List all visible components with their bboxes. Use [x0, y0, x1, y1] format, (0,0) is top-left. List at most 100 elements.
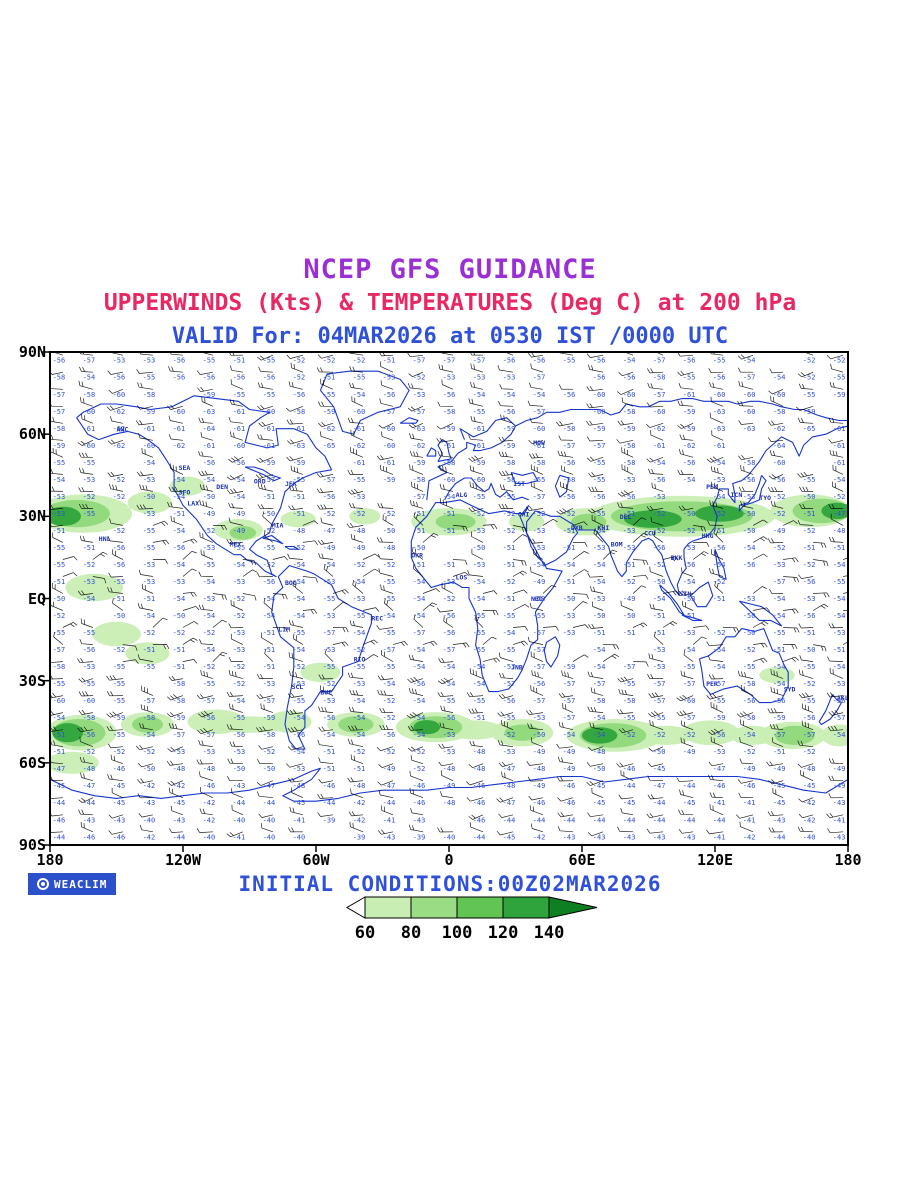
- legend-value-label: 140: [534, 923, 565, 943]
- svg-text:-45: -45: [113, 799, 126, 807]
- svg-text:-54: -54: [533, 391, 546, 399]
- svg-text:-54: -54: [593, 561, 606, 569]
- svg-text:-50: -50: [173, 612, 186, 620]
- svg-text:-43: -43: [683, 833, 696, 841]
- svg-text:-57: -57: [173, 731, 186, 739]
- svg-text:-48: -48: [353, 527, 366, 535]
- lon-label-0: 0: [444, 851, 454, 869]
- svg-text:-51: -51: [143, 595, 156, 603]
- svg-text:-51: -51: [713, 595, 726, 603]
- svg-text:-48: -48: [443, 765, 456, 773]
- svg-text:-55: -55: [533, 476, 546, 484]
- svg-text:-58: -58: [443, 459, 456, 467]
- svg-text:-46: -46: [473, 799, 486, 807]
- svg-text:-56: -56: [773, 476, 786, 484]
- svg-text:-52: -52: [383, 510, 396, 518]
- svg-text:-58: -58: [503, 459, 516, 467]
- svg-text:-54: -54: [773, 663, 786, 671]
- svg-text:-58: -58: [173, 680, 186, 688]
- svg-text:-48: -48: [383, 544, 396, 552]
- svg-text:-54: -54: [713, 646, 726, 654]
- svg-text:-53: -53: [323, 612, 336, 620]
- svg-text:-58: -58: [593, 697, 606, 705]
- svg-text:-56: -56: [443, 714, 456, 722]
- svg-text:-49: -49: [383, 765, 396, 773]
- svg-text:-62: -62: [353, 442, 366, 450]
- svg-text:-56: -56: [713, 544, 726, 552]
- svg-text:-46: -46: [413, 782, 426, 790]
- svg-text:-52: -52: [503, 731, 516, 739]
- svg-text:-61: -61: [443, 442, 456, 450]
- svg-text:-52: -52: [83, 493, 96, 501]
- svg-text:-60: -60: [593, 408, 606, 416]
- svg-text:-40: -40: [233, 816, 246, 824]
- svg-text:-56: -56: [683, 357, 696, 365]
- svg-text:-53: -53: [443, 374, 456, 382]
- svg-text:-52: -52: [383, 697, 396, 705]
- svg-text:-45: -45: [683, 799, 696, 807]
- station-label: TYO: [759, 494, 771, 502]
- svg-text:-57: -57: [593, 680, 606, 688]
- svg-text:-48: -48: [173, 765, 186, 773]
- svg-text:-57: -57: [203, 697, 216, 705]
- svg-text:-55: -55: [833, 578, 846, 586]
- svg-text:-47: -47: [323, 527, 336, 535]
- svg-text:-44: -44: [713, 816, 726, 824]
- svg-text:-55: -55: [383, 578, 396, 586]
- svg-text:-57: -57: [623, 663, 636, 671]
- initial-conditions-line: INITIAL CONDITIONS:00Z02MAR2026: [238, 872, 662, 896]
- svg-text:-56: -56: [83, 646, 96, 654]
- svg-text:-58: -58: [83, 391, 96, 399]
- svg-text:-56: -56: [293, 391, 306, 399]
- svg-text:-56: -56: [443, 629, 456, 637]
- svg-text:-62: -62: [413, 442, 426, 450]
- svg-text:-55: -55: [683, 374, 696, 382]
- svg-text:-54: -54: [713, 493, 726, 501]
- svg-text:-55: -55: [113, 578, 126, 586]
- svg-text:-47: -47: [503, 765, 516, 773]
- svg-text:-53: -53: [623, 527, 636, 535]
- svg-text:-55: -55: [773, 629, 786, 637]
- svg-text:-61: -61: [203, 442, 216, 450]
- svg-text:-48: -48: [833, 527, 846, 535]
- svg-text:-50: -50: [743, 510, 756, 518]
- svg-text:-51: -51: [353, 765, 366, 773]
- svg-text:-53: -53: [83, 663, 96, 671]
- svg-text:-52: -52: [713, 578, 726, 586]
- svg-text:-52: -52: [203, 629, 216, 637]
- svg-text:-55: -55: [83, 629, 96, 637]
- svg-text:-45: -45: [503, 833, 516, 841]
- svg-text:-56: -56: [263, 374, 276, 382]
- lat-label-30n: 30N: [18, 507, 46, 525]
- svg-text:-51: -51: [473, 714, 486, 722]
- svg-text:-52: -52: [263, 561, 276, 569]
- world-map-canvas: -56 -57 -53 -53 -56 -55 -51 -55 -52 -52 -52 -51 -57 -…: [42, 351, 849, 852]
- svg-text:-54: -54: [323, 561, 336, 569]
- svg-text:-54: -54: [233, 697, 246, 705]
- svg-text:-51: -51: [53, 731, 66, 739]
- svg-text:-57: -57: [53, 408, 66, 416]
- svg-text:-48: -48: [293, 782, 306, 790]
- svg-text:-49: -49: [443, 782, 456, 790]
- svg-text:-53: -53: [83, 578, 96, 586]
- svg-text:-52: -52: [293, 544, 306, 552]
- svg-text:-57: -57: [323, 629, 336, 637]
- svg-text:-59: -59: [773, 714, 786, 722]
- svg-text:-53: -53: [443, 731, 456, 739]
- svg-text:-46: -46: [473, 782, 486, 790]
- svg-text:-53: -53: [143, 357, 156, 365]
- svg-text:-47: -47: [713, 765, 726, 773]
- svg-text:-53: -53: [623, 476, 636, 484]
- svg-text:-44: -44: [593, 816, 606, 824]
- svg-text:-55: -55: [743, 663, 756, 671]
- svg-text:-46: -46: [533, 799, 546, 807]
- svg-text:-44: -44: [653, 799, 666, 807]
- svg-text:-57: -57: [533, 697, 546, 705]
- svg-text:-55: -55: [503, 493, 516, 501]
- svg-text:-56: -56: [233, 459, 246, 467]
- svg-text:-56: -56: [503, 697, 516, 705]
- svg-text:-53: -53: [173, 748, 186, 756]
- svg-text:-55: -55: [293, 697, 306, 705]
- svg-text:-60: -60: [713, 391, 726, 399]
- svg-text:-54: -54: [203, 476, 216, 484]
